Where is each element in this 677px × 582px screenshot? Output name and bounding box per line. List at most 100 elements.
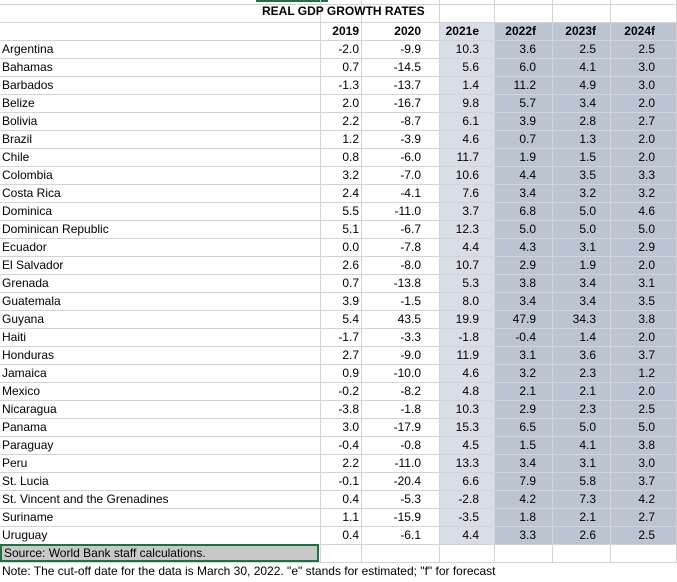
value-cell[interactable]: 3.4 bbox=[579, 294, 596, 308]
value-cell[interactable]: 4.6 bbox=[638, 204, 655, 218]
value-cell[interactable]: 6.5 bbox=[519, 420, 536, 434]
value-cell[interactable]: -0.4 bbox=[515, 330, 536, 344]
country-cell[interactable]: St. Lucia bbox=[2, 474, 49, 488]
column-header[interactable]: 2023f bbox=[565, 24, 596, 38]
value-cell[interactable]: 19.9 bbox=[455, 312, 479, 326]
value-cell[interactable]: 11.9 bbox=[456, 348, 479, 362]
value-cell[interactable]: -9.9 bbox=[400, 42, 421, 56]
value-cell[interactable]: 6.0 bbox=[519, 60, 536, 74]
value-cell[interactable]: 3.6 bbox=[579, 348, 596, 362]
value-cell[interactable]: -8.7 bbox=[400, 114, 421, 128]
value-cell[interactable]: 2.2 bbox=[342, 114, 359, 128]
value-cell[interactable]: 3.4 bbox=[519, 456, 536, 470]
value-cell[interactable]: 3.9 bbox=[519, 114, 536, 128]
country-cell[interactable]: Nicaragua bbox=[2, 402, 57, 416]
value-cell[interactable]: -8.2 bbox=[400, 384, 421, 398]
value-cell[interactable]: 1.9 bbox=[519, 150, 536, 164]
value-cell[interactable]: 3.9 bbox=[342, 294, 359, 308]
value-cell[interactable]: 3.8 bbox=[638, 312, 655, 326]
country-cell[interactable]: Haiti bbox=[2, 330, 27, 344]
value-cell[interactable]: -1.5 bbox=[400, 294, 421, 308]
value-cell[interactable]: 9.8 bbox=[462, 96, 479, 110]
value-cell[interactable]: 4.2 bbox=[638, 492, 655, 506]
value-cell[interactable]: 1.2 bbox=[342, 132, 359, 146]
country-cell[interactable]: Peru bbox=[2, 456, 28, 470]
value-cell[interactable]: -0.8 bbox=[400, 438, 421, 452]
value-cell[interactable]: 2.5 bbox=[638, 42, 655, 56]
value-cell[interactable]: 10.7 bbox=[455, 258, 479, 272]
value-cell[interactable]: 3.4 bbox=[579, 96, 596, 110]
country-cell[interactable]: St. Vincent and the Grenadines bbox=[2, 492, 169, 506]
value-cell[interactable]: 5.0 bbox=[638, 420, 655, 434]
value-cell[interactable]: 8.0 bbox=[462, 294, 479, 308]
value-cell[interactable]: -10.0 bbox=[393, 366, 421, 380]
value-cell[interactable]: 2.0 bbox=[638, 330, 655, 344]
value-cell[interactable]: -17.9 bbox=[393, 420, 421, 434]
value-cell[interactable]: 4.1 bbox=[579, 438, 596, 452]
value-cell[interactable]: -6.7 bbox=[400, 222, 421, 236]
value-cell[interactable]: -14.5 bbox=[393, 60, 421, 74]
value-cell[interactable]: 4.6 bbox=[462, 132, 479, 146]
value-cell[interactable]: 4.4 bbox=[519, 168, 536, 182]
value-cell[interactable]: 1.5 bbox=[519, 438, 536, 452]
value-cell[interactable]: 3.3 bbox=[638, 168, 655, 182]
value-cell[interactable]: 5.3 bbox=[462, 276, 479, 290]
value-cell[interactable]: 7.3 bbox=[579, 492, 596, 506]
country-cell[interactable]: Dominica bbox=[2, 204, 53, 218]
value-cell[interactable]: -16.7 bbox=[393, 96, 421, 110]
value-cell[interactable]: -2.0 bbox=[338, 42, 359, 56]
value-cell[interactable]: 2.9 bbox=[519, 258, 536, 272]
value-cell[interactable]: 2.1 bbox=[579, 384, 596, 398]
value-cell[interactable]: 0.7 bbox=[342, 60, 359, 74]
country-cell[interactable]: Grenada bbox=[2, 276, 49, 290]
value-cell[interactable]: 5.0 bbox=[638, 222, 655, 236]
value-cell[interactable]: 11.2 bbox=[513, 78, 536, 92]
value-cell[interactable]: -11.0 bbox=[394, 204, 421, 218]
value-cell[interactable]: 15.3 bbox=[455, 420, 479, 434]
value-cell[interactable]: 1.8 bbox=[519, 510, 536, 524]
country-cell[interactable]: Uruguay bbox=[2, 528, 48, 542]
value-cell[interactable]: -0.1 bbox=[338, 474, 359, 488]
country-cell[interactable]: Suriname bbox=[2, 510, 54, 524]
value-cell[interactable]: 3.0 bbox=[638, 78, 655, 92]
value-cell[interactable]: 5.1 bbox=[342, 222, 359, 236]
value-cell[interactable]: 3.1 bbox=[579, 456, 596, 470]
value-cell[interactable]: 2.9 bbox=[519, 402, 536, 416]
value-cell[interactable]: 1.5 bbox=[579, 150, 596, 164]
value-cell[interactable]: -1.8 bbox=[458, 330, 479, 344]
value-cell[interactable]: 5.0 bbox=[579, 420, 596, 434]
value-cell[interactable]: 4.3 bbox=[519, 240, 536, 254]
value-cell[interactable]: 34.3 bbox=[572, 312, 596, 326]
value-cell[interactable]: 3.0 bbox=[342, 420, 359, 434]
country-cell[interactable]: Jamaica bbox=[2, 366, 47, 380]
value-cell[interactable]: 2.0 bbox=[638, 132, 655, 146]
value-cell[interactable]: 3.2 bbox=[638, 186, 655, 200]
value-cell[interactable]: 5.7 bbox=[519, 96, 536, 110]
country-cell[interactable]: Belize bbox=[2, 96, 35, 110]
country-cell[interactable]: Costa Rica bbox=[2, 186, 61, 200]
value-cell[interactable]: -3.3 bbox=[400, 330, 421, 344]
value-cell[interactable]: 3.1 bbox=[638, 276, 655, 290]
value-cell[interactable]: 3.5 bbox=[638, 294, 655, 308]
source-cell[interactable]: Source: World Bank staff calculations. bbox=[0, 544, 319, 562]
value-cell[interactable]: 1.4 bbox=[462, 78, 479, 92]
value-cell[interactable]: 3.8 bbox=[638, 438, 655, 452]
country-cell[interactable]: El Salvador bbox=[2, 258, 64, 272]
value-cell[interactable]: 2.7 bbox=[342, 348, 359, 362]
value-cell[interactable]: 4.6 bbox=[462, 366, 479, 380]
value-cell[interactable]: -9.0 bbox=[400, 348, 421, 362]
value-cell[interactable]: 11.7 bbox=[456, 150, 479, 164]
value-cell[interactable]: -6.0 bbox=[400, 150, 421, 164]
value-cell[interactable]: 2.5 bbox=[579, 42, 596, 56]
value-cell[interactable]: 1.4 bbox=[579, 330, 596, 344]
value-cell[interactable]: 5.6 bbox=[462, 60, 479, 74]
value-cell[interactable]: 2.7 bbox=[638, 114, 655, 128]
value-cell[interactable]: 1.1 bbox=[342, 510, 359, 524]
value-cell[interactable]: -20.4 bbox=[393, 474, 421, 488]
value-cell[interactable]: 43.5 bbox=[397, 312, 421, 326]
value-cell[interactable]: 2.6 bbox=[579, 528, 596, 542]
value-cell[interactable]: 5.5 bbox=[342, 204, 359, 218]
value-cell[interactable]: -8.0 bbox=[400, 258, 421, 272]
value-cell[interactable]: 12.3 bbox=[455, 222, 479, 236]
value-cell[interactable]: 0.0 bbox=[342, 240, 359, 254]
